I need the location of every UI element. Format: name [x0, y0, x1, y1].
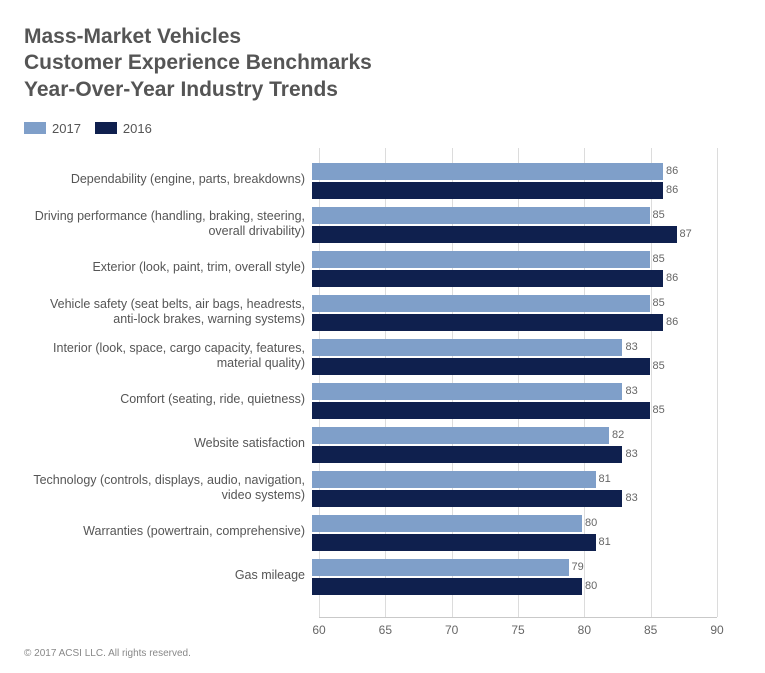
- x-tick-label: 85: [644, 623, 657, 637]
- bar-2016: 80: [312, 578, 582, 595]
- chart-row: Interior (look, space, cargo capacity, f…: [24, 334, 717, 378]
- bar-2016: 83: [312, 446, 622, 463]
- bar-2016: 86: [312, 314, 663, 331]
- bar-value-label: 85: [650, 253, 665, 265]
- bar-value-label: 86: [663, 272, 678, 284]
- bar-value-label: 86: [663, 184, 678, 196]
- bar-2017: 86: [312, 163, 663, 180]
- bar-value-label: 85: [650, 297, 665, 309]
- x-tick-label: 70: [445, 623, 458, 637]
- bar-group: 83 85: [312, 334, 717, 378]
- bar-group: 81 83: [312, 466, 717, 510]
- bar-value-label: 85: [650, 404, 665, 416]
- bar-2017: 80: [312, 515, 582, 532]
- bar-2017: 85: [312, 251, 650, 268]
- category-label: Interior (look, space, cargo capacity, f…: [24, 341, 312, 371]
- page: Mass-Market Vehicles Customer Experience…: [0, 0, 765, 673]
- chart-row: Driving performance (handling, braking, …: [24, 202, 717, 246]
- gridline: [717, 148, 718, 617]
- bar-value-label: 80: [582, 580, 597, 592]
- category-label: Vehicle safety (seat belts, air bags, he…: [24, 297, 312, 327]
- bar-2016: 85: [312, 402, 650, 419]
- bar-group: 82 83: [312, 422, 717, 466]
- x-tick-label: 65: [379, 623, 392, 637]
- bar-value-label: 81: [596, 473, 611, 485]
- bar-2016: 85: [312, 358, 650, 375]
- legend-label-2016: 2016: [123, 121, 152, 136]
- bar-2016: 87: [312, 226, 677, 243]
- bar-group: 83 85: [312, 378, 717, 422]
- bar-2017: 81: [312, 471, 596, 488]
- bar-2016: 81: [312, 534, 596, 551]
- x-tick-label: 75: [511, 623, 524, 637]
- chart-row: Vehicle safety (seat belts, air bags, he…: [24, 290, 717, 334]
- bar-group: 85 86: [312, 246, 717, 290]
- bar-value-label: 79: [569, 561, 584, 573]
- bar-group: 8686: [312, 158, 717, 202]
- bar-2016: 86: [312, 182, 663, 199]
- bar-2017: 85: [312, 207, 650, 224]
- legend-item-2016: 2016: [95, 121, 152, 136]
- bar-value-label: 83: [622, 341, 637, 353]
- chart: Dependability (engine, parts, breakdowns…: [24, 148, 741, 648]
- bar-group: 85 87: [312, 202, 717, 246]
- x-tick-label: 60: [312, 623, 325, 637]
- legend-item-2017: 2017: [24, 121, 81, 136]
- bar-2017: 83: [312, 339, 622, 356]
- chart-row: Dependability (engine, parts, breakdowns…: [24, 158, 717, 202]
- category-label: Warranties (powertrain, comprehensive): [24, 524, 312, 539]
- legend-label-2017: 2017: [52, 121, 81, 136]
- bar-value-label: 85: [650, 209, 665, 221]
- chart-row: Technology (controls, displays, audio, n…: [24, 466, 717, 510]
- bar-2017: 83: [312, 383, 622, 400]
- bar-value-label: 82: [609, 429, 624, 441]
- bar-value-label: 83: [622, 385, 637, 397]
- bar-2016: 83: [312, 490, 622, 507]
- chart-row: Comfort (seating, ride, quietness)8385: [24, 378, 717, 422]
- category-label: Gas mileage: [24, 568, 312, 583]
- chart-row: Exterior (look, paint, trim, overall sty…: [24, 246, 717, 290]
- legend-swatch-2016: [95, 122, 117, 134]
- bar-2016: 86: [312, 270, 663, 287]
- x-axis: 60657075808590: [319, 618, 717, 648]
- bar-value-label: 85: [650, 360, 665, 372]
- bar-group: 85 86: [312, 290, 717, 334]
- bar-2017: 79: [312, 559, 569, 576]
- bar-value-label: 86: [663, 316, 678, 328]
- category-label: Comfort (seating, ride, quietness): [24, 392, 312, 407]
- bar-value-label: 83: [622, 492, 637, 504]
- chart-title: Mass-Market Vehicles Customer Experience…: [24, 24, 741, 103]
- chart-row: Warranties (powertrain, comprehensive)80…: [24, 510, 717, 554]
- category-label: Driving performance (handling, braking, …: [24, 209, 312, 239]
- chart-row: Gas mileage7980: [24, 554, 717, 598]
- legend: 2017 2016: [24, 121, 741, 136]
- copyright-text: © 2017 ACSI LLC. All rights reserved.: [24, 648, 191, 659]
- bar-group: 80 81: [312, 510, 717, 554]
- bar-2017: 82: [312, 427, 609, 444]
- x-tick-label: 90: [710, 623, 723, 637]
- x-tick-label: 80: [578, 623, 591, 637]
- category-label: Website satisfaction: [24, 436, 312, 451]
- category-label: Technology (controls, displays, audio, n…: [24, 473, 312, 503]
- legend-swatch-2017: [24, 122, 46, 134]
- bar-group: 79 80: [312, 554, 717, 598]
- chart-row: Website satisfaction8283: [24, 422, 717, 466]
- category-label: Exterior (look, paint, trim, overall sty…: [24, 260, 312, 275]
- bar-value-label: 86: [663, 165, 678, 177]
- category-label: Dependability (engine, parts, breakdowns…: [24, 172, 312, 187]
- bar-value-label: 80: [582, 517, 597, 529]
- bar-2017: 85: [312, 295, 650, 312]
- bar-value-label: 81: [596, 536, 611, 548]
- bar-value-label: 87: [677, 228, 692, 240]
- bar-value-label: 83: [622, 448, 637, 460]
